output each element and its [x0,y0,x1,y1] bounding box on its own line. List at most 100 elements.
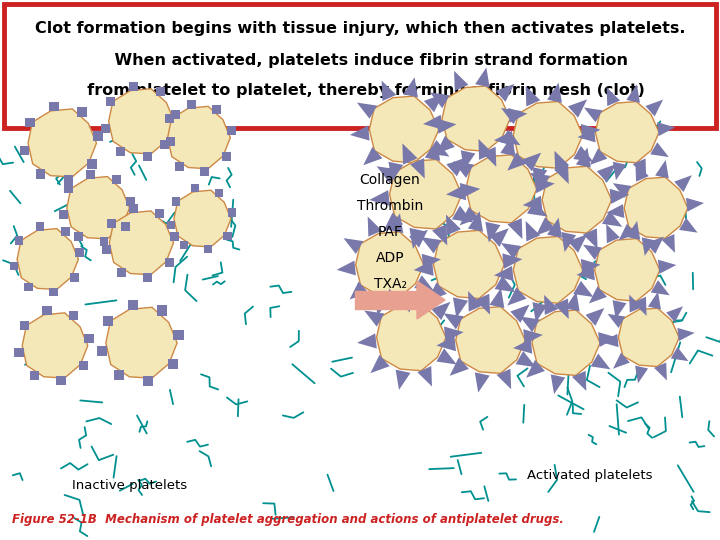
Polygon shape [606,204,624,218]
Bar [36,170,45,179]
Bar [42,306,52,315]
Polygon shape [446,157,467,177]
Bar [19,321,29,330]
Text: ADP: ADP [376,251,405,265]
Polygon shape [547,83,562,103]
Polygon shape [368,217,382,237]
Polygon shape [417,281,445,319]
Bar [79,361,89,370]
Polygon shape [576,147,591,167]
Polygon shape [485,222,500,242]
Polygon shape [678,328,695,341]
Bar [181,241,189,248]
Polygon shape [513,102,582,168]
Polygon shape [527,200,548,217]
Polygon shape [475,68,490,87]
Bar [64,185,73,193]
Text: PAF: PAF [377,225,402,239]
Polygon shape [532,302,547,322]
Bar [143,376,153,386]
Text: TXA₂: TXA₂ [374,277,407,291]
Bar [56,376,66,386]
Text: from platelet to platelet, thereby forming a fibrin mesh (clot): from platelet to platelet, thereby formi… [76,83,644,98]
Polygon shape [389,288,403,309]
Polygon shape [686,198,704,212]
Polygon shape [633,159,646,177]
Polygon shape [671,347,688,361]
Polygon shape [513,339,532,354]
Bar [49,102,58,111]
Polygon shape [377,304,446,370]
Polygon shape [610,189,629,204]
Polygon shape [568,234,588,253]
Polygon shape [613,300,626,319]
Polygon shape [460,183,480,199]
Polygon shape [364,310,384,327]
Bar [77,107,86,117]
Bar [86,170,95,179]
Polygon shape [513,237,582,303]
Polygon shape [618,224,636,241]
Polygon shape [377,166,397,183]
Bar [157,306,167,315]
Bar [126,197,135,206]
Polygon shape [655,160,669,178]
Polygon shape [608,314,625,328]
Text: Inactive platelets: Inactive platelets [73,478,188,491]
Polygon shape [573,281,593,297]
Bar [174,330,184,340]
Polygon shape [648,292,661,309]
Bar [99,237,109,246]
Bar [127,300,138,310]
Polygon shape [475,294,490,315]
Polygon shape [645,99,663,117]
Bar [107,219,116,228]
Polygon shape [390,159,462,229]
Polygon shape [17,228,78,289]
Bar [61,227,70,235]
Polygon shape [494,131,513,146]
Polygon shape [431,302,451,320]
Polygon shape [679,218,698,233]
Polygon shape [466,155,536,223]
Text: Figure 52-1B  Mechanism of platelet aggregation and actions of antiplatelet drug: Figure 52-1B Mechanism of platelet aggre… [12,513,564,526]
Bar [36,222,45,231]
Polygon shape [601,334,618,347]
Bar [84,334,94,343]
Polygon shape [507,152,526,171]
Polygon shape [444,327,464,342]
Polygon shape [642,238,655,256]
Bar [14,348,24,357]
Text: Activated platelets: Activated platelets [527,469,653,482]
Polygon shape [490,288,505,308]
Bar [69,311,78,320]
Polygon shape [497,369,511,389]
Polygon shape [657,122,675,136]
Polygon shape [674,175,692,192]
Polygon shape [650,142,669,157]
Polygon shape [369,96,438,163]
Polygon shape [28,109,96,177]
Polygon shape [568,99,588,118]
Polygon shape [573,146,593,162]
Polygon shape [508,108,527,123]
Polygon shape [516,351,536,367]
Polygon shape [583,228,598,249]
Bar [114,370,124,380]
Polygon shape [547,218,562,238]
Polygon shape [482,147,496,167]
Polygon shape [343,238,364,254]
Polygon shape [494,266,513,281]
Bar [101,124,110,133]
Polygon shape [383,212,403,232]
Polygon shape [410,228,425,249]
Polygon shape [618,308,679,367]
Polygon shape [410,158,425,179]
Polygon shape [554,164,569,184]
Polygon shape [382,80,396,101]
Text: When activated, platelets induce fibrin strand formation: When activated, platelets induce fibrin … [92,52,628,68]
Polygon shape [413,260,433,276]
Polygon shape [520,316,540,332]
Polygon shape [585,308,604,326]
Bar [212,105,221,113]
